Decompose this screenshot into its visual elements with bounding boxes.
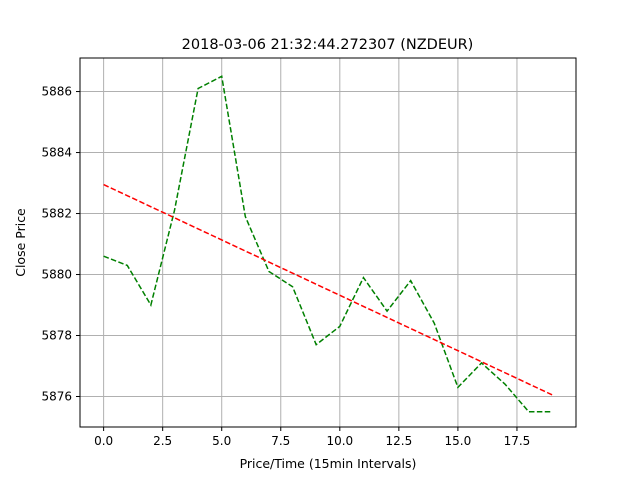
y-tick-label: 5886 <box>41 85 72 99</box>
x-tick-label: 15.0 <box>445 434 472 448</box>
close-price-line <box>103 75 553 413</box>
y-tick-label: 5876 <box>41 390 72 404</box>
y-tick-label: 5884 <box>41 146 72 160</box>
x-axis-label: Price/Time (15min Intervals) <box>240 456 417 471</box>
x-tick-label: 5.0 <box>212 434 231 448</box>
x-tick-label: 2.5 <box>153 434 172 448</box>
x-tick-label: 12.5 <box>385 434 412 448</box>
y-tick-label: 5880 <box>41 268 72 282</box>
x-tick-label: 10.0 <box>326 434 353 448</box>
x-tick-label: 0.0 <box>94 434 113 448</box>
series-layer <box>103 75 553 413</box>
y-axis-label: Close Price <box>13 208 28 277</box>
x-tick-label: 7.5 <box>271 434 290 448</box>
trend-line <box>103 183 553 396</box>
y-tick-label: 5878 <box>41 329 72 343</box>
plot-frame <box>79 57 577 428</box>
grid <box>80 58 576 427</box>
x-tick-label: 17.5 <box>504 434 531 448</box>
axis-ticks: 0.0 2.5 5.0 7.5 10.0 12.5 15.0 17.5 5876 5878 5880… <box>41 85 530 448</box>
y-tick-label: 5882 <box>41 207 72 221</box>
chart-title: 2018-03-06 21:32:44.272307 (NZDEUR) <box>182 37 474 53</box>
